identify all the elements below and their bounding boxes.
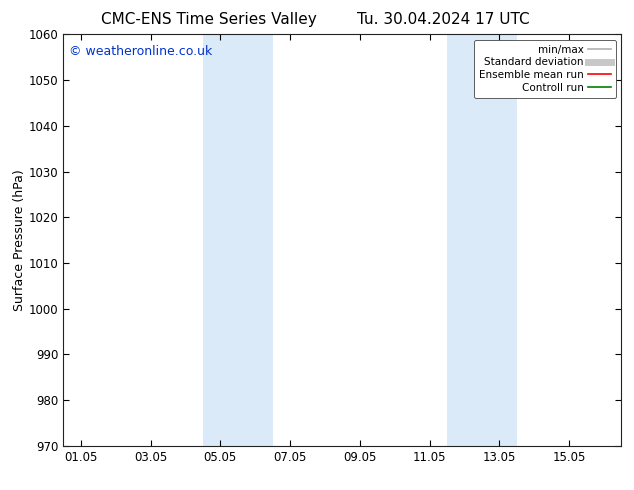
Text: © weatheronline.co.uk: © weatheronline.co.uk bbox=[69, 45, 212, 58]
Bar bbox=[203, 34, 273, 446]
Text: Tu. 30.04.2024 17 UTC: Tu. 30.04.2024 17 UTC bbox=[358, 12, 530, 27]
Bar bbox=[447, 34, 517, 446]
Text: CMC-ENS Time Series Valley: CMC-ENS Time Series Valley bbox=[101, 12, 317, 27]
Legend: min/max, Standard deviation, Ensemble mean run, Controll run: min/max, Standard deviation, Ensemble me… bbox=[474, 40, 616, 98]
Y-axis label: Surface Pressure (hPa): Surface Pressure (hPa) bbox=[13, 169, 26, 311]
